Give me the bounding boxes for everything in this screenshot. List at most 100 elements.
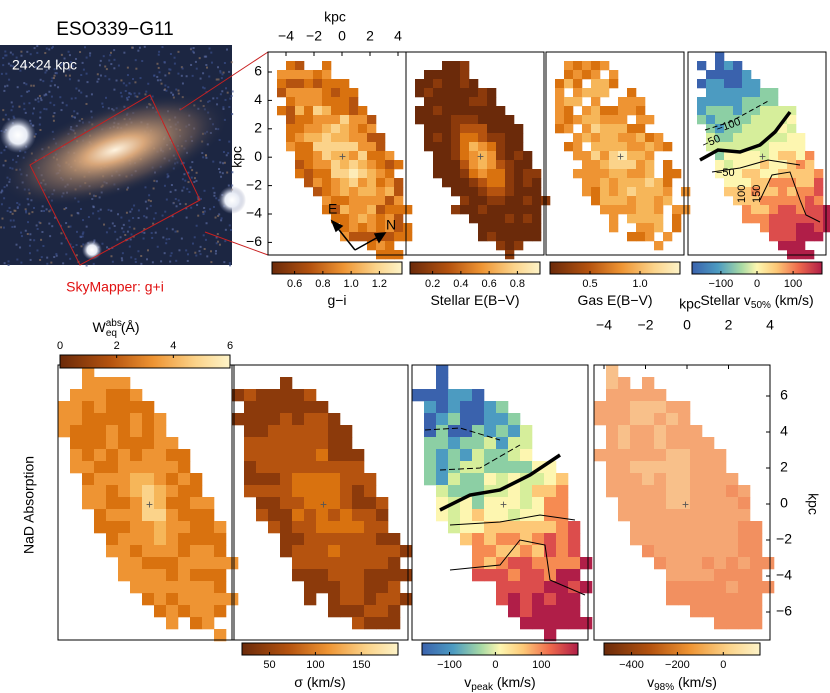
map-pixel (702, 533, 715, 546)
map-pixel (514, 223, 524, 233)
map-pixel (322, 205, 332, 215)
map-pixel (636, 187, 646, 197)
map-pixel (442, 142, 452, 152)
map-pixel (523, 169, 533, 179)
map-pixel (742, 133, 752, 143)
sky-noise (20, 95, 23, 98)
sky-noise (115, 79, 118, 82)
map-pixel (618, 437, 631, 450)
map-pixel (726, 473, 739, 486)
map-pixel (750, 617, 763, 630)
map-pixel (472, 509, 485, 522)
sky-noise (121, 252, 124, 255)
map-pixel (202, 545, 215, 558)
map-pixel (726, 617, 739, 630)
map-pixel (451, 142, 461, 152)
map-pixel (328, 521, 341, 534)
map-pixel (304, 115, 314, 125)
map-pixel (496, 160, 506, 170)
map-pixel (331, 151, 341, 161)
sky-noise (147, 82, 150, 85)
sky-noise (26, 90, 29, 93)
map-pixel (460, 115, 470, 125)
map-pixel (769, 97, 779, 107)
map-pixel (600, 79, 610, 89)
sky-noise (7, 260, 10, 263)
map-pixel (424, 437, 437, 450)
map-pixel (733, 142, 743, 152)
map-pixel (702, 461, 715, 474)
map-pixel (714, 461, 727, 474)
map-pixel (166, 509, 179, 522)
map-pixel (400, 569, 413, 582)
sky-noise (3, 197, 6, 200)
map-pixel (469, 133, 479, 143)
map-pixel (364, 557, 377, 570)
center-marker: + (617, 150, 624, 164)
map-pixel (316, 557, 329, 570)
sky-noise (48, 222, 51, 225)
sky-noise (7, 118, 10, 121)
sky-noise (188, 190, 191, 193)
map-pixel (313, 151, 323, 161)
sky-noise (68, 68, 71, 71)
map-pixel (618, 97, 628, 107)
map-pixel (118, 437, 131, 450)
sky-noise (206, 255, 209, 258)
map-pixel (636, 106, 646, 116)
map-pixel (286, 124, 296, 134)
map-pixel (142, 533, 155, 546)
map-pixel (636, 169, 646, 179)
sky-noise (154, 212, 157, 215)
map-pixel (256, 413, 269, 426)
sky-noise (29, 258, 32, 261)
sky-noise (193, 181, 196, 184)
map-pixel (796, 133, 806, 143)
map-pixel (678, 509, 691, 522)
sky-noise (97, 210, 100, 213)
sky-noise (68, 74, 71, 77)
map-pixel (750, 545, 763, 558)
sky-noise (25, 211, 28, 214)
map-pixel (726, 485, 739, 498)
map-pixel (478, 196, 488, 206)
map-pixel (630, 461, 643, 474)
sky-noise (165, 238, 168, 241)
map-pixel (672, 205, 682, 215)
map-pixel (496, 232, 506, 242)
sky-noise (98, 64, 101, 67)
map-pixel (487, 223, 497, 233)
map-pixel (568, 617, 581, 630)
map-pixel (130, 509, 143, 522)
map-pixel (328, 449, 341, 462)
map-pixel (508, 425, 521, 438)
sky-noise (105, 231, 108, 234)
map-pixel (496, 401, 509, 414)
sky-noise (39, 222, 42, 225)
sky-noise (107, 208, 110, 211)
map-pixel (609, 70, 619, 80)
map-pixel (487, 187, 497, 197)
sky-noise (190, 47, 193, 50)
map-pixel (82, 449, 95, 462)
title: ESO339−G11 (56, 19, 173, 40)
map-pixel (394, 187, 404, 197)
map-pixel (142, 545, 155, 558)
map-pixel (505, 115, 515, 125)
map-pixel (796, 205, 806, 215)
map-pixel (376, 545, 389, 558)
map-pixel (618, 124, 628, 134)
map-pixel (340, 124, 350, 134)
map-pixel (316, 533, 329, 546)
map-pixel (349, 196, 359, 206)
sky-noise (191, 74, 194, 77)
sky-noise (81, 235, 84, 238)
map-pixel (292, 509, 305, 522)
map-pixel (178, 581, 191, 594)
map-pixel (726, 581, 739, 594)
map-pixel (130, 473, 143, 486)
map-pixel (322, 97, 332, 107)
map-pixel (166, 557, 179, 570)
map-pixel (645, 169, 655, 179)
panel-frame (687, 51, 827, 256)
